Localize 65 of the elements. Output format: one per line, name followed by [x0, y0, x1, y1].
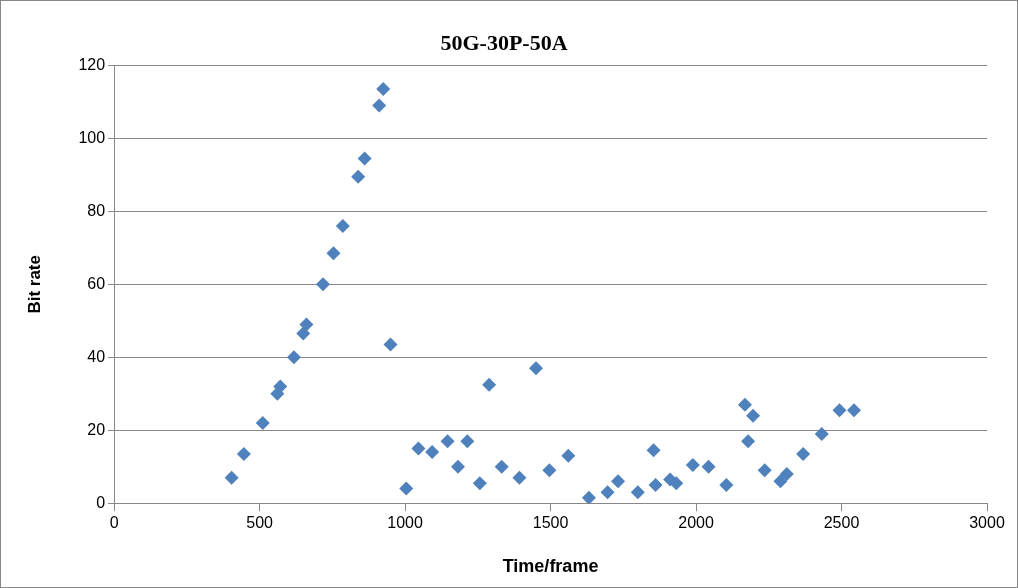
y-tick-label: 0	[96, 493, 106, 511]
point	[600, 485, 615, 500]
point	[611, 474, 626, 489]
point	[296, 326, 311, 341]
point	[236, 446, 251, 461]
point	[779, 467, 794, 482]
point	[482, 377, 497, 392]
x-tick-label: 3000	[969, 514, 1005, 532]
y-axis-title: Bit rate	[24, 255, 44, 314]
point	[451, 459, 466, 474]
point	[372, 98, 387, 113]
point	[746, 408, 761, 423]
point	[335, 218, 350, 233]
y-tick-label: 20	[87, 420, 106, 438]
point	[351, 169, 366, 184]
x-tick-label: 500	[246, 514, 274, 532]
x-tick-label: 2000	[678, 514, 714, 532]
point	[741, 434, 756, 449]
point	[814, 426, 829, 441]
x-axis-title: Time/frame	[502, 556, 599, 577]
y-tick-label: 80	[87, 201, 106, 219]
y-tick-label: 60	[87, 274, 106, 292]
point	[701, 459, 716, 474]
point	[316, 277, 331, 292]
point	[512, 470, 527, 485]
point	[472, 476, 487, 491]
x-tick-label: 1500	[532, 514, 569, 532]
point	[796, 446, 811, 461]
point	[383, 337, 398, 352]
point	[529, 361, 543, 376]
point	[376, 82, 391, 97]
x-tick-label: 1000	[387, 514, 423, 532]
point	[425, 445, 440, 460]
point	[411, 441, 426, 456]
chart-title: 50G-30P-50A	[440, 29, 568, 55]
point	[286, 350, 301, 365]
point	[737, 397, 752, 412]
y-tick-label: 120	[78, 55, 106, 73]
point	[357, 151, 372, 166]
point	[832, 403, 847, 418]
point	[719, 477, 734, 492]
point	[847, 403, 862, 418]
x-tick-label: 2500	[823, 514, 860, 532]
point	[646, 443, 661, 458]
point	[630, 485, 645, 500]
point	[326, 246, 341, 261]
point	[685, 457, 700, 472]
point	[542, 463, 557, 478]
point	[224, 470, 239, 485]
point	[255, 415, 270, 430]
x-tick-label: 0	[109, 514, 119, 532]
y-tick-label: 100	[78, 128, 106, 146]
point	[460, 434, 475, 449]
point	[773, 474, 788, 489]
point	[440, 434, 455, 449]
point	[648, 477, 663, 492]
point	[757, 463, 772, 478]
y-tick-label: 40	[87, 347, 106, 365]
point	[669, 476, 684, 491]
point	[299, 317, 314, 332]
point	[581, 490, 596, 504]
point	[494, 459, 509, 474]
point	[399, 481, 414, 496]
point	[561, 448, 576, 463]
point	[273, 379, 288, 394]
